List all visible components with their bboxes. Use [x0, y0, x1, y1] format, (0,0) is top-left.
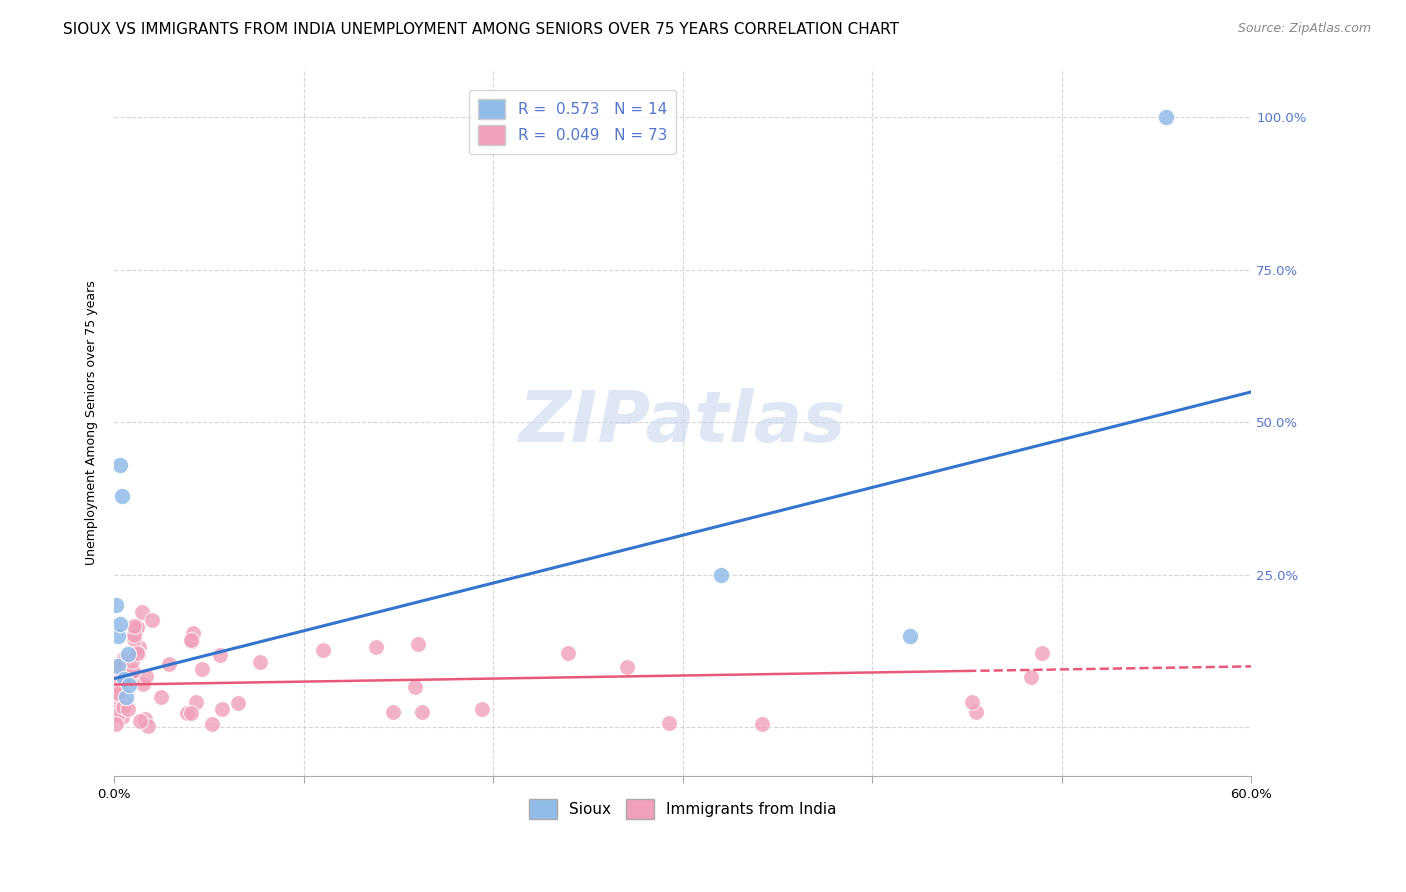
Point [112, 700, 135, 714]
Point [190, 662, 212, 676]
Point [125, 646, 148, 660]
Point [111, 710, 134, 724]
Point [127, 647, 149, 661]
Point [751, 717, 773, 731]
Point [110, 697, 132, 711]
Point [312, 643, 335, 657]
Point [135, 669, 157, 683]
Point [141, 613, 163, 627]
Point [112, 656, 135, 670]
Point [108, 458, 131, 472]
Point [176, 706, 198, 721]
Point [112, 651, 135, 665]
Point [110, 664, 132, 678]
Point [134, 712, 156, 726]
Point [381, 705, 404, 719]
Point [157, 657, 180, 672]
Point [117, 647, 139, 661]
Point [180, 706, 202, 720]
Point [898, 629, 921, 643]
Point [107, 629, 129, 643]
Point [184, 695, 207, 709]
Point [411, 705, 433, 719]
Point [211, 702, 233, 716]
Point [105, 687, 128, 701]
Point [616, 659, 638, 673]
Point [132, 677, 155, 691]
Point [112, 695, 135, 709]
Point [107, 690, 129, 704]
Point [105, 686, 128, 700]
Point [408, 637, 430, 651]
Point [965, 706, 987, 720]
Point [249, 655, 271, 669]
Point [108, 698, 131, 713]
Point [124, 632, 146, 646]
Point [118, 668, 141, 682]
Point [1154, 111, 1177, 125]
Point [209, 648, 232, 662]
Point [108, 616, 131, 631]
Point [122, 619, 145, 633]
Point [149, 690, 172, 705]
Point [125, 621, 148, 635]
Point [557, 647, 579, 661]
Point [107, 664, 129, 678]
Point [366, 640, 388, 654]
Point [658, 716, 681, 731]
Point [121, 664, 143, 678]
Point [471, 702, 494, 716]
Y-axis label: Unemployment Among Seniors over 75 years: Unemployment Among Seniors over 75 years [86, 280, 98, 565]
Point [121, 654, 143, 668]
Point [107, 659, 129, 673]
Point [404, 680, 426, 694]
Point [118, 678, 141, 692]
Text: ZIPatlas: ZIPatlas [519, 388, 846, 457]
Point [131, 606, 153, 620]
Point [201, 716, 224, 731]
Point [226, 696, 249, 710]
Point [111, 666, 134, 681]
Point [710, 567, 733, 582]
Point [181, 634, 204, 648]
Legend: Sioux, Immigrants from India: Sioux, Immigrants from India [523, 793, 842, 825]
Point [110, 657, 132, 671]
Point [112, 668, 135, 682]
Point [127, 620, 149, 634]
Point [111, 489, 134, 503]
Point [122, 627, 145, 641]
Point [128, 640, 150, 654]
Point [108, 688, 131, 702]
Point [960, 695, 983, 709]
Point [114, 690, 136, 704]
Point [129, 714, 152, 728]
Point [107, 671, 129, 685]
Text: SIOUX VS IMMIGRANTS FROM INDIA UNEMPLOYMENT AMONG SENIORS OVER 75 YEARS CORRELAT: SIOUX VS IMMIGRANTS FROM INDIA UNEMPLOYM… [63, 22, 900, 37]
Point [180, 632, 202, 647]
Point [105, 717, 128, 731]
Point [105, 599, 128, 613]
Point [108, 682, 131, 697]
Point [112, 672, 135, 686]
Point [181, 626, 204, 640]
Point [107, 685, 129, 699]
Point [108, 662, 131, 676]
Point [110, 662, 132, 676]
Point [1019, 670, 1042, 684]
Point [1031, 647, 1053, 661]
Point [105, 708, 128, 723]
Point [108, 685, 131, 699]
Text: Source: ZipAtlas.com: Source: ZipAtlas.com [1237, 22, 1371, 36]
Point [111, 662, 134, 676]
Point [117, 702, 139, 716]
Point [136, 719, 159, 733]
